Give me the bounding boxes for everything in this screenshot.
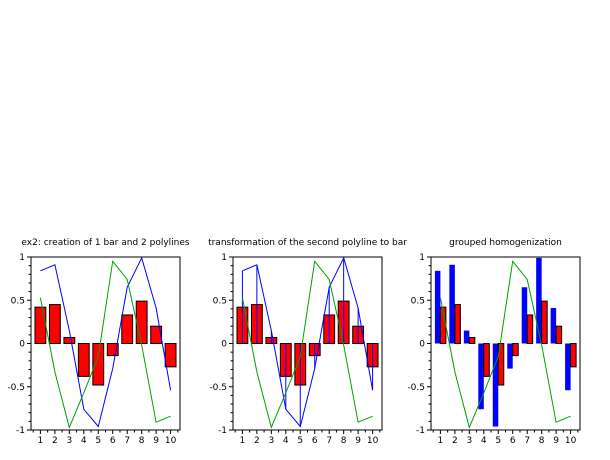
bar: [497, 343, 505, 386]
x-tick-label: 4: [81, 436, 87, 446]
y-tick-label: -0.5: [407, 383, 425, 393]
x-tick-label: 3: [268, 436, 274, 446]
bar: [550, 308, 557, 344]
x-tick-label: 1: [240, 436, 246, 446]
bar: [468, 336, 476, 345]
polyline: [40, 256, 172, 428]
x-tick-label: 9: [553, 436, 559, 446]
bar: [106, 343, 119, 357]
bar: [121, 314, 134, 344]
y-tick-label: 0.5: [11, 296, 25, 306]
x-tick-label: 7: [524, 436, 530, 446]
bar: [77, 343, 90, 377]
series-red-bars: [439, 300, 577, 386]
bar: [570, 343, 577, 368]
y-tick-label: 0.5: [213, 296, 227, 306]
bar: [521, 287, 528, 344]
x-tick-label: 4: [283, 436, 289, 446]
x-tick-label: 5: [297, 436, 303, 446]
series-green-polyline: [439, 260, 571, 429]
subplot-1-title: ex2: creation of 1 bar and 2 polylines: [21, 238, 190, 248]
x-tick-label: 8: [139, 436, 145, 446]
subplot-2: 10.50-0.5-11 2 3 4 5 6 7 8 9 10: [209, 253, 383, 446]
x-tick-label: 1: [438, 436, 444, 446]
y-tick-label: 0: [19, 340, 25, 350]
x-tick-label: 3: [466, 436, 472, 446]
series-blue-bars: [434, 257, 571, 427]
y-tick-label: 1: [221, 253, 227, 263]
bar: [164, 343, 177, 368]
x-tick-label: 10: [367, 436, 379, 446]
y-tick-label: 0: [221, 340, 227, 350]
y-tick-label: 1: [19, 253, 25, 263]
y-tick-label: -0.5: [209, 383, 227, 393]
y-tick-label: -1: [416, 426, 425, 436]
polyline: [241, 260, 373, 429]
bar: [478, 343, 484, 410]
series-red-bars: [34, 300, 177, 386]
series-blue-needles-line: [241, 256, 374, 428]
bar: [526, 314, 534, 344]
x-tick-label: 8: [539, 436, 545, 446]
bar: [483, 343, 490, 377]
bar: [541, 300, 548, 344]
x-tick-label: 3: [66, 436, 72, 446]
x-tick-label: 1: [38, 436, 44, 446]
x-tick-label: 7: [124, 436, 130, 446]
x-tick-label: 6: [312, 436, 318, 446]
bar: [34, 306, 47, 345]
polyline: [242, 256, 374, 428]
bar: [135, 300, 148, 344]
x-tick-label: 7: [326, 436, 332, 446]
polyline: [439, 260, 571, 429]
series-red-bars: [236, 300, 379, 386]
y-tick-label: 0: [419, 340, 425, 350]
subplot-3: 10.50-0.5-11 2 3 4 5 6 7 8 9 10: [407, 253, 581, 446]
x-tick-label: 6: [110, 436, 116, 446]
x-tick-label: 10: [565, 436, 577, 446]
bar: [454, 304, 461, 345]
bar: [512, 343, 519, 357]
bar: [48, 304, 61, 345]
bar: [507, 343, 513, 369]
bar: [536, 257, 542, 344]
x-tick-label: 8: [341, 436, 347, 446]
x-tick-label: 10: [165, 436, 177, 446]
bar: [565, 343, 571, 391]
y-tick-label: -1: [16, 426, 25, 436]
bar: [449, 264, 455, 344]
x-tick-label: 4: [481, 436, 487, 446]
y-tick-label: 1: [419, 253, 425, 263]
x-tick-label: 2: [254, 436, 260, 446]
bar: [463, 330, 470, 344]
subplot-3-title: grouped homogenization: [449, 238, 562, 248]
x-tick-label: 9: [355, 436, 361, 446]
series-blue-polyline: [40, 256, 172, 428]
series-green-polyline: [241, 260, 373, 429]
x-tick-label: 5: [95, 436, 101, 446]
x-tick-label: 5: [495, 436, 501, 446]
polyline: [39, 260, 171, 429]
x-tick-label: 2: [52, 436, 58, 446]
subplot-1: 10.50-0.5-11 2 3 4 5 6 7 8 9 10: [7, 253, 181, 446]
bar: [92, 343, 105, 386]
bar: [555, 325, 563, 345]
x-tick-label: 2: [452, 436, 458, 446]
y-tick-label: -1: [218, 426, 227, 436]
series-green-polyline: [39, 260, 171, 429]
x-tick-label: 6: [510, 436, 516, 446]
y-tick-label: 0.5: [411, 296, 425, 306]
y-tick-label: -0.5: [7, 383, 25, 393]
bar: [434, 270, 441, 344]
bar: [63, 336, 76, 345]
x-tick-label: 9: [153, 436, 159, 446]
subplot-2-title: transformation of the second polyline to…: [208, 238, 407, 248]
bar: [492, 343, 499, 427]
bar: [150, 325, 163, 345]
